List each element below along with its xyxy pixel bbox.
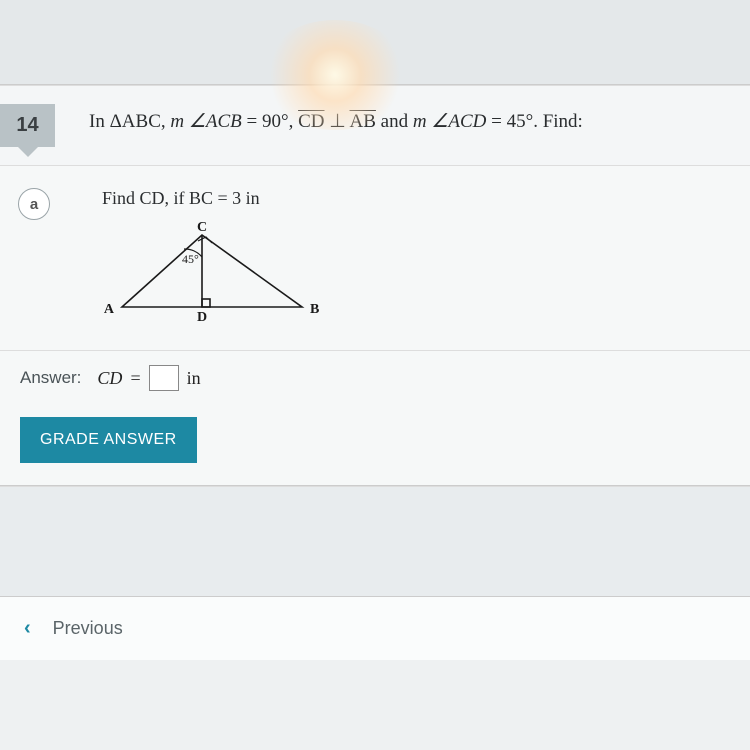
q-m2-lhs: m ∠ACD — [413, 111, 487, 132]
mid-spacer — [0, 487, 750, 597]
angle-45: 45° — [182, 252, 199, 266]
previous-button[interactable]: Previous — [53, 618, 123, 639]
subpart-row: a Find CD, if BC = 3 in A — [0, 165, 750, 350]
subpart-label: a — [18, 188, 50, 220]
question-number: 14 — [0, 104, 55, 147]
answer-row: Answer: CD = in — [0, 350, 750, 405]
triangle-figure: A B C D 45° — [102, 217, 726, 332]
top-spacer — [0, 0, 750, 85]
answer-unit: in — [187, 368, 201, 389]
q-eq1: = — [242, 111, 262, 132]
q-m1-lhs: m ∠ACB — [170, 111, 241, 132]
answer-label: Answer: — [20, 368, 81, 388]
vertex-a: A — [104, 302, 115, 317]
nav-row: ‹ Previous — [0, 597, 750, 660]
q-triangle: ΔABC, — [110, 111, 171, 132]
q-m1-rhs: 90°, — [262, 111, 293, 132]
q-tail: Find: — [538, 111, 583, 132]
answer-var: CD — [97, 368, 122, 389]
q-seg-ab: AB — [350, 111, 376, 132]
q-perp: ⊥ — [325, 111, 350, 132]
subpart-prompt: Find CD, if BC = 3 in — [102, 188, 726, 209]
question-text: In ΔABC, m ∠ACB = 90°, CD ⊥ AB and m ∠AC… — [89, 104, 583, 133]
answer-input[interactable] — [149, 365, 179, 391]
question-row: 14 In ΔABC, m ∠ACB = 90°, CD ⊥ AB and m … — [0, 86, 750, 165]
vertex-c: C — [197, 220, 207, 235]
vertex-d: D — [197, 310, 207, 325]
chevron-left-icon[interactable]: ‹ — [24, 617, 31, 640]
q-eq2: = — [486, 111, 506, 132]
q-prefix: In — [89, 111, 110, 132]
vertex-b: B — [310, 302, 319, 317]
answer-eq: = — [130, 368, 140, 389]
grade-answer-button[interactable]: GRADE ANSWER — [20, 417, 197, 463]
q-seg-cd: CD — [298, 111, 324, 132]
q-m2-rhs: 45°. — [507, 111, 538, 132]
q-and: and — [376, 111, 413, 132]
